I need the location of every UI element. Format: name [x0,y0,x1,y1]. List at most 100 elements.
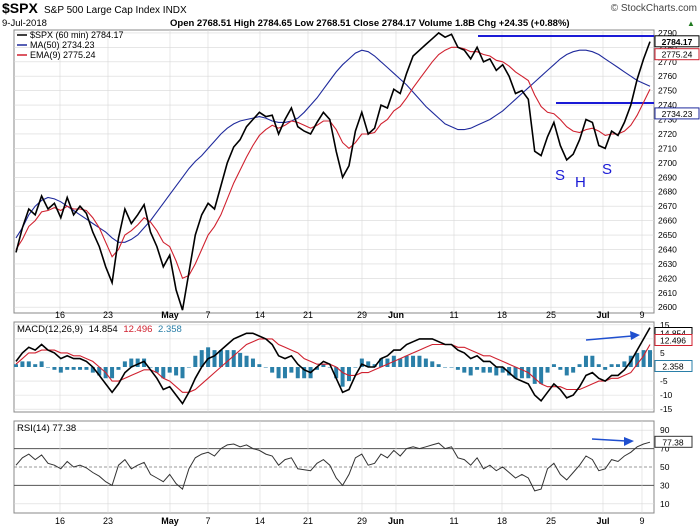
up-arrow-icon: ▲ [687,19,695,28]
x-tick-label: 21 [303,516,313,526]
rsi-y-axis: 10 30 50 70 90 [660,425,670,509]
x-tick-label: 25 [546,516,556,526]
rsi-y-tick: 50 [660,462,670,472]
macd-hist-bar [385,358,390,367]
macd-hist-bar [263,367,268,368]
price-y-tick: 2690 [658,172,677,182]
macd-hist-bar [46,367,51,368]
macd-hist-bar [571,367,576,373]
macd-hist-bar [449,367,454,368]
price-x-axis-labels: 16 23 May 7 14 21 29 Jun 11 18 25 Jul 9 [55,310,645,320]
price-y-tick: 2620 [658,273,677,283]
macd-hist-bar [65,367,70,370]
macd-hist-bar [462,367,467,373]
price-tag-box [654,107,700,120]
price-tag-text: 2784.17 [662,37,693,47]
macd-value: 14.854 [89,324,118,335]
macd-hist-bar [199,350,204,367]
macd-hist-bar [302,367,307,379]
macd-hist-bar [193,355,198,367]
macd-hist-bar [545,367,550,373]
price-series-line [15,31,651,311]
macd-hist-bar [500,367,505,373]
rsi-y-tick: 30 [660,480,670,490]
macd-hist-bar [519,367,524,379]
macd-hist-bar [583,355,588,367]
macd-label-name: MACD(12,26,9) [17,324,83,335]
x-tick-label: May [161,516,179,526]
macd-hist-bar [603,367,608,370]
x-tick-label: May [161,310,179,320]
x-tick-label: 23 [103,516,113,526]
x-tick-label: 29 [357,310,367,320]
x-tick-label: Jul [596,516,609,526]
macd-hist-bar [417,355,422,367]
rsi-tag-box [654,435,693,448]
rsi-arrow [591,437,634,446]
price-y-tick: 2760 [658,71,677,81]
x-tick-label: 7 [205,310,210,320]
price-y-tick: 2790 [658,28,677,38]
macd-hist-bar [379,358,384,367]
macd-hist-bar [238,352,243,367]
price-y-tick: 2740 [658,100,677,110]
macd-hist-bar [39,361,44,367]
macd-hist-bar [142,358,147,367]
rsi-y-tick: 70 [660,444,670,454]
macd-hist-bar [58,367,63,373]
macd-hist-bar [423,358,428,367]
macd-hist-bar [161,367,166,379]
macd-signal-value: 12.496 [123,324,152,335]
macd-hist-bar [404,355,409,367]
macd-y-tick: -15 [660,404,673,414]
macd-hist-bar [436,364,441,367]
rsi-series-line [15,441,651,492]
macd-hist-bar [180,367,185,379]
x-tick-label: Jul [596,310,609,320]
macd-y-tick: 5 [660,348,665,358]
rsi-gridlines [14,421,654,513]
macd-tag-box [654,360,693,372]
rsi-label: RSI(14) 77.38 [17,423,76,434]
price-y-tick: 2770 [658,57,677,67]
rsi-y-tick: 10 [660,499,670,509]
price-y-tick: 2680 [658,187,677,197]
macd-hist-bar [590,355,595,367]
macd-hist-bar [596,364,601,367]
x-tick-label: 25 [546,310,556,320]
x-tick-label: Jun [388,310,404,320]
macd-hist-bar [366,361,371,367]
macd-hist-bar [353,367,358,368]
legend-ma50: MA(50) 2734.23 [30,40,95,50]
ohlc-summary: Open 2768.51 High 2784.65 Low 2768.51 Cl… [170,18,570,29]
macd-hist-bar [33,364,38,367]
macd-hist-bar [212,350,217,367]
macd-hist-bar [398,358,403,367]
macd-hist-bar [321,364,326,367]
macd-hist-bar [468,367,473,376]
macd-hist-bar [135,358,140,367]
rsi-y-tick: 90 [660,425,670,435]
macd-hist-bar [244,355,249,367]
macd-hist-bar [475,367,480,370]
macd-hist-bar [622,361,627,367]
x-tick-label: 16 [55,516,65,526]
macd-hist-bar [26,361,31,367]
macd-hist-bar [455,367,460,370]
macd-hist-bar [609,364,614,367]
x-tick-label: 18 [497,310,507,320]
chart-date: 9-Jul-2018 [2,18,47,29]
x-tick-label: 11 [449,310,458,320]
macd-label: MACD(12,26,9) 14.854 12.496 2.358 [17,324,182,335]
macd-y-tick: 15 [660,320,670,330]
rsi-panel: 10 30 50 70 90 RSI(14) 77.38 77.38 [13,420,693,514]
macd-hist-bar [443,367,448,368]
macd-hist-bar [641,350,646,367]
macd-hist-bar [20,361,25,367]
macd-hist-bar [225,350,230,367]
watermark: © StockCharts.com [611,3,697,14]
macd-hist-bar [90,367,95,373]
macd-hist-bar [494,367,499,376]
macd-hist-bar [487,367,492,373]
macd-hist-bar [116,367,121,370]
